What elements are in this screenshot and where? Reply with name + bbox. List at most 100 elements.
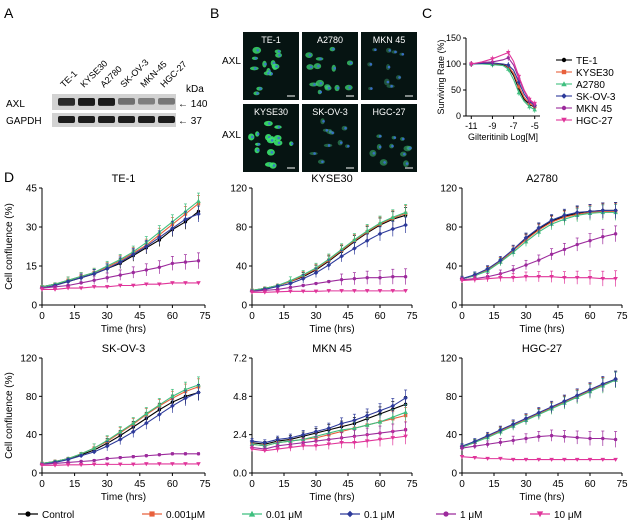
data-point	[339, 247, 344, 252]
legend-marker	[561, 117, 567, 123]
x-tick-label: 30	[520, 479, 532, 490]
data-point	[510, 247, 516, 252]
data-point	[275, 447, 280, 452]
data-point	[118, 455, 122, 460]
cell-nucleus	[369, 63, 373, 66]
blot-band-axl	[98, 98, 115, 106]
cell-nucleus	[378, 134, 382, 138]
data-point	[288, 289, 293, 294]
data-point	[301, 283, 305, 288]
data-point	[300, 432, 306, 437]
x-tick-label: 0	[249, 479, 255, 490]
x-axis-label: Time (hrs)	[519, 324, 564, 335]
x-tick-label: 45	[342, 479, 354, 490]
data-point	[549, 404, 554, 410]
data-point	[498, 427, 503, 433]
growth-subplot: A2780 0 40 80 120 0 15 30 45 60 75 Time (hrs)	[440, 173, 628, 335]
y-tick-label: 80	[236, 223, 248, 234]
subplot-title: A2780	[526, 173, 558, 185]
data-point	[390, 226, 396, 232]
data-point	[506, 67, 511, 71]
legend-label: KYSE30	[576, 68, 614, 79]
blot-lane-label: TE-1	[58, 69, 79, 90]
cell-nucleus	[398, 76, 401, 79]
data-point	[313, 429, 319, 434]
data-point	[196, 281, 201, 286]
cell-nucleus	[322, 119, 325, 123]
data-point	[313, 444, 319, 449]
data-point	[549, 217, 554, 223]
data-point	[339, 421, 344, 426]
data-point	[91, 445, 97, 450]
cell-nucleus	[277, 136, 281, 140]
legend-marker	[561, 81, 567, 87]
growth-curve	[461, 209, 616, 280]
data-point	[549, 252, 554, 256]
cell-nucleus	[405, 162, 409, 165]
data-point	[498, 276, 503, 280]
y-tick-label: 30	[26, 223, 38, 234]
blot-row-axl: AXL	[6, 99, 25, 110]
blot-marker-140: ← 140	[178, 99, 208, 110]
data-point	[575, 435, 579, 440]
blot-band-axl	[118, 98, 135, 105]
legend-marker	[149, 511, 155, 517]
data-point	[313, 265, 319, 270]
data-point	[65, 457, 71, 462]
data-point	[600, 208, 606, 213]
legend-marker	[536, 511, 544, 518]
data-point	[403, 210, 408, 215]
legend-marker	[561, 93, 567, 99]
blot-marker-37: ← 37	[178, 116, 202, 127]
x-tick-label: 60	[584, 479, 596, 490]
legend-label: 0.1 μM	[364, 510, 395, 521]
blot-band-gapdh	[98, 116, 115, 123]
data-point	[327, 279, 331, 284]
data-point	[288, 445, 293, 450]
cell-nucleus	[275, 65, 278, 68]
panel-letter-c: C	[422, 5, 432, 21]
growth-curve	[41, 386, 199, 464]
data-point	[377, 231, 383, 237]
subplot-title: TE-1	[112, 173, 136, 185]
cell-nucleus	[388, 49, 392, 52]
data-point	[485, 276, 490, 281]
data-point	[183, 260, 188, 264]
x-tick-label: 75	[406, 311, 418, 322]
x-tick-label: 15	[278, 311, 290, 322]
y-tick-label: 40	[446, 262, 458, 273]
x-tick-label: 0	[39, 479, 45, 490]
blot-band-axl	[158, 98, 175, 105]
y-tick-label: 0	[241, 301, 247, 312]
data-point	[352, 276, 357, 281]
data-point	[506, 50, 511, 55]
microscopy-tile-label: KYSE30	[254, 107, 288, 117]
microscopy-tile-label: A2780	[317, 35, 343, 45]
cell-nucleus	[319, 90, 323, 94]
data-point	[65, 463, 71, 468]
data-point	[472, 455, 478, 460]
data-point	[157, 462, 162, 467]
data-point	[562, 457, 567, 462]
data-point	[117, 437, 123, 442]
microscopy-tile	[243, 32, 299, 100]
data-point	[524, 263, 528, 267]
data-point	[117, 462, 123, 467]
cell-nucleus	[383, 161, 386, 164]
data-point	[130, 252, 136, 257]
cell-nucleus	[378, 145, 382, 149]
legend-marker	[346, 510, 354, 518]
data-point	[549, 457, 554, 462]
y-tick-label: 40	[446, 430, 458, 441]
data-point	[390, 414, 396, 419]
data-point	[183, 209, 188, 214]
subplot-title: MKN 45	[312, 343, 352, 355]
panel-letter-a: A	[4, 5, 14, 21]
data-point	[131, 455, 135, 459]
growth-curve	[461, 211, 616, 280]
x-tick-label: 0	[459, 311, 465, 322]
cell-nucleus	[394, 50, 397, 54]
data-point	[485, 456, 490, 461]
x-tick-label: 15	[69, 479, 81, 490]
data-point	[506, 56, 510, 60]
